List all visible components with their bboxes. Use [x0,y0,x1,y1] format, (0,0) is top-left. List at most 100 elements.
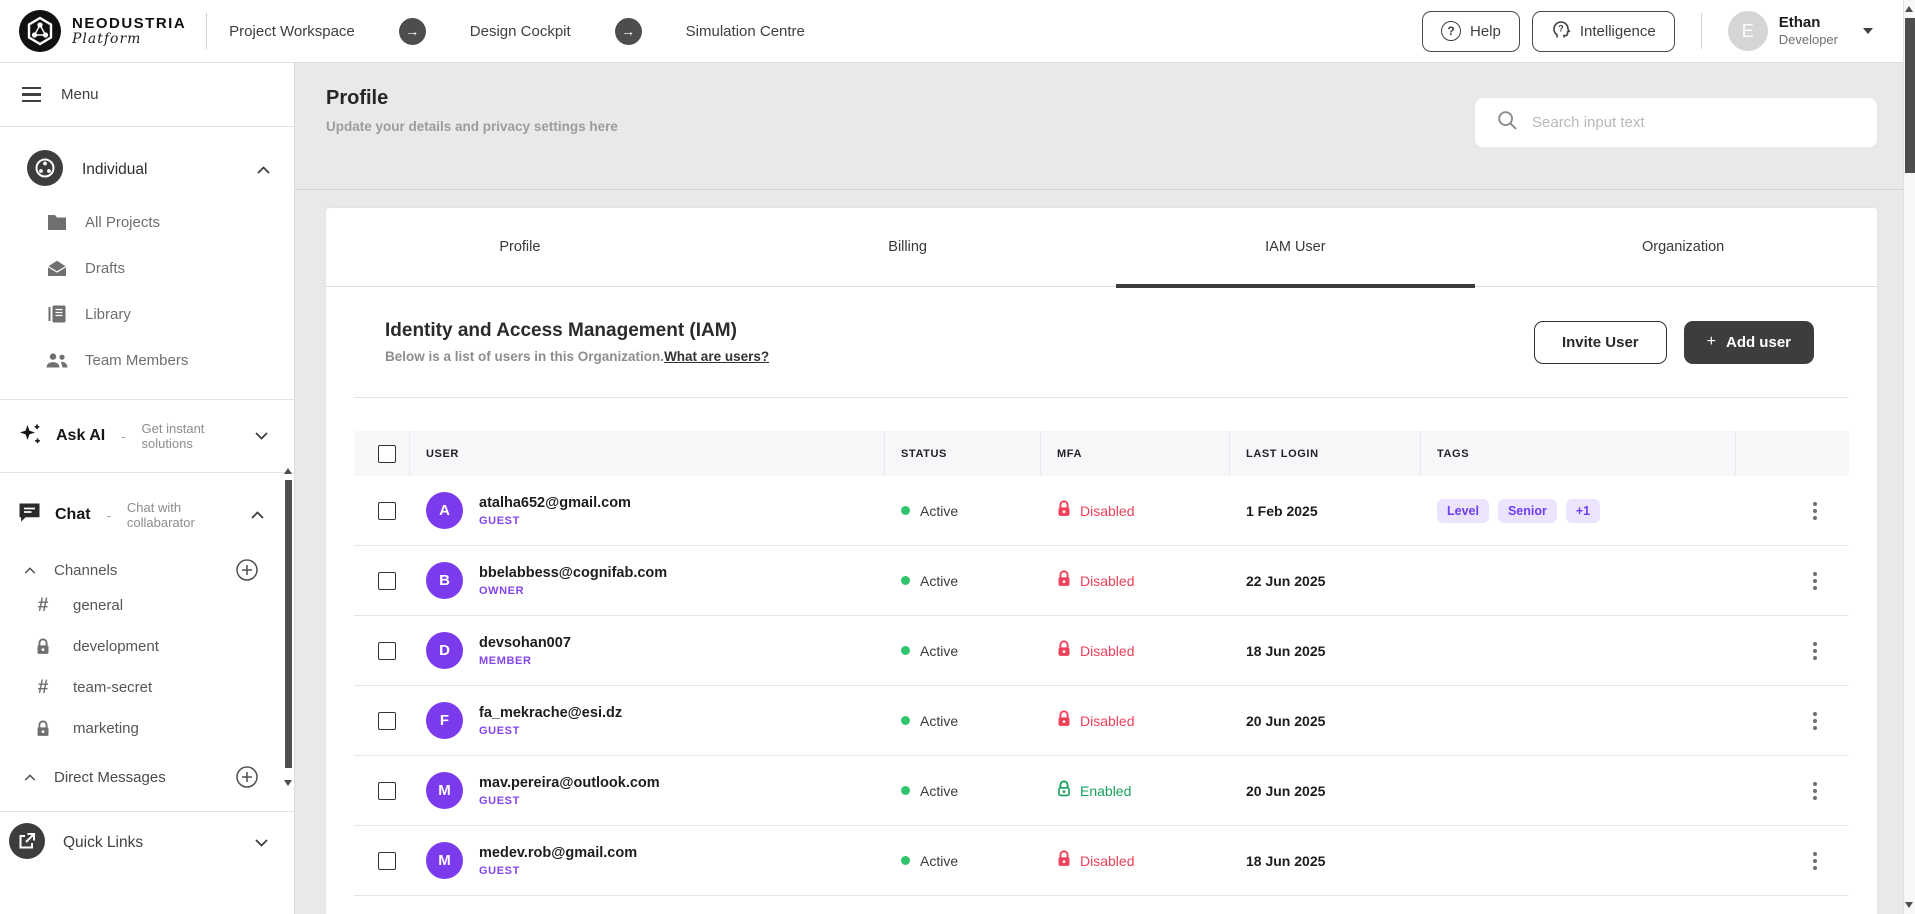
table-header-row: USER STATUS MFA LAST LOGIN TAGS [354,431,1849,476]
search-input[interactable] [1532,114,1877,131]
chevron-up-icon[interactable] [24,567,36,574]
channels-section-header[interactable]: Channels [0,555,294,585]
kebab-menu[interactable] [1809,778,1821,804]
add-channel-button[interactable] [236,559,258,581]
invite-user-button[interactable]: Invite User [1534,321,1667,364]
breadcrumb-item-simulation-centre[interactable]: Simulation Centre [686,23,805,40]
row-checkbox[interactable] [378,782,396,800]
select-all-checkbox[interactable] [378,445,396,463]
help-button[interactable]: ? Help [1422,11,1520,52]
sidebar-item-quick-links[interactable]: Quick Links [0,822,294,864]
column-header-mfa: MFA [1041,431,1230,476]
user-role: Developer [1779,32,1838,48]
kebab-menu[interactable] [1809,498,1821,524]
sidebar-item-team-members[interactable]: Team Members [0,337,294,383]
channel-marketing[interactable]: marketing [0,708,294,749]
user-role-badge: GUEST [479,725,622,737]
iam-title: Identity and Access Management (IAM) [385,320,769,342]
user-email: atalha652@gmail.com [479,495,631,511]
chevron-down-icon[interactable] [255,839,268,847]
chevron-up-icon[interactable] [257,166,270,174]
scroll-down-arrow-icon[interactable] [284,780,292,786]
row-checkbox[interactable] [378,572,396,590]
page-subtitle: Update your details and privacy settings… [326,119,618,134]
sidebar-scrollbar[interactable] [283,468,293,786]
user-role-badge: GUEST [479,865,637,877]
sidebar-scrollbar-thumb[interactable] [285,480,292,768]
tags-cell: LevelSenior+1 [1421,499,1736,523]
page-scrollbar[interactable] [1903,0,1915,914]
direct-messages-section-header[interactable]: Direct Messages [0,757,294,797]
header-divider [206,13,207,49]
tag-pill: Senior [1498,499,1557,523]
scroll-down-arrow-icon[interactable] [1905,902,1913,908]
intelligence-head-icon: ? [1551,19,1571,43]
sidebar-item-chat[interactable]: Chat - Chat with collabarator [0,473,294,539]
lock-icon [1057,850,1071,872]
search-box [1475,98,1877,147]
add-user-button[interactable]: + Add user [1684,321,1814,364]
brand-hexagon-icon [18,9,62,53]
app-root: NEODUSTRIA Platform Project Workspace → … [0,0,1915,914]
tab-profile[interactable]: Profile [326,208,714,286]
mfa-status-text: Enabled [1080,783,1131,799]
last-login-value: 20 Jun 2025 [1246,713,1325,729]
table-row: D devsohan007 MEMBER Active Disabled 18 … [354,616,1849,686]
user-menu[interactable]: E Ethan Developer [1728,11,1873,51]
channel-general[interactable]: # general [0,585,294,626]
menu-toggle[interactable]: Menu [0,63,294,127]
kebab-menu[interactable] [1809,708,1821,734]
kebab-menu[interactable] [1809,848,1821,874]
chat-bubble-icon [18,502,41,528]
column-header-user: USER [410,431,885,476]
intelligence-button[interactable]: ? Intelligence [1532,11,1675,52]
last-login-value: 18 Jun 2025 [1246,853,1325,869]
folder-icon [46,214,68,231]
profile-card: Profile Billing IAM User Organization Id… [326,208,1877,914]
tab-billing[interactable]: Billing [714,208,1102,286]
mfa-status-text: Disabled [1080,503,1134,519]
channel-development[interactable]: development [0,626,294,667]
user-email: medev.rob@gmail.com [479,845,637,861]
tab-iam-user[interactable]: IAM User [1102,208,1490,286]
sidebar-item-all-projects[interactable]: All Projects [0,199,294,245]
tab-bar: Profile Billing IAM User Organization [326,208,1877,287]
table-body: A atalha652@gmail.com GUEST Active Disab… [354,476,1849,896]
add-direct-message-button[interactable] [236,766,258,788]
row-checkbox[interactable] [378,502,396,520]
scroll-up-arrow-icon[interactable] [1905,6,1913,12]
chevron-up-icon[interactable] [251,511,264,519]
table-row: M mav.pereira@outlook.com GUEST Active E… [354,756,1849,826]
user-email: devsohan007 [479,635,571,651]
sidebar-item-individual[interactable]: Individual [0,141,294,199]
menu-label: Menu [61,86,99,103]
user-email: fa_mekrache@esi.dz [479,705,622,721]
chevron-up-icon[interactable] [24,774,36,781]
chat-description: Chat with collabarator [127,500,237,530]
kebab-menu[interactable] [1809,568,1821,594]
lock-icon [1057,640,1071,662]
row-checkbox[interactable] [378,852,396,870]
sidebar-item-library[interactable]: Library [0,291,294,337]
library-icon [46,305,68,323]
breadcrumb-item-design-cockpit[interactable]: Design Cockpit [470,23,571,40]
brand-logo[interactable]: NEODUSTRIA Platform [18,9,186,53]
breadcrumb-arrow-icon: → [399,18,426,45]
row-checkbox[interactable] [378,642,396,660]
lock-icon [33,638,53,655]
status-text: Active [920,573,958,589]
scroll-up-arrow-icon[interactable] [284,468,292,474]
page-scrollbar-thumb[interactable] [1905,18,1915,173]
status-dot [901,506,910,515]
what-are-users-link[interactable]: What are users? [664,349,769,364]
sidebar-item-ask-ai[interactable]: Ask AI - Get instant solutions [0,400,294,472]
user-name: Ethan [1779,14,1838,33]
chevron-down-icon[interactable] [255,432,268,440]
row-checkbox[interactable] [378,712,396,730]
channel-team-secret[interactable]: # team-secret [0,667,294,708]
breadcrumb-item-project-workspace[interactable]: Project Workspace [229,23,355,40]
sidebar-item-label: Drafts [85,260,125,277]
sidebar-item-drafts[interactable]: Drafts [0,245,294,291]
tab-organization[interactable]: Organization [1489,208,1877,286]
kebab-menu[interactable] [1809,638,1821,664]
